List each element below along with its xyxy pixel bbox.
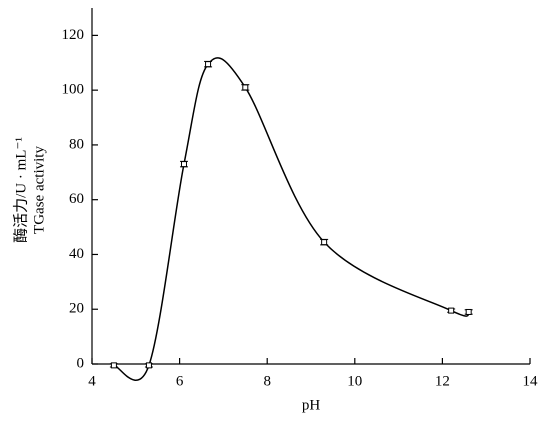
y-axis-label-line: 酶活力/U · mL⁻¹	[12, 137, 29, 243]
x-tick-label: 6	[176, 373, 184, 389]
marker	[205, 61, 212, 68]
x-tick-label: 12	[435, 373, 450, 389]
x-tick-label: 10	[347, 373, 362, 389]
x-tick-label: 4	[88, 373, 96, 389]
marker	[321, 239, 328, 246]
y-tick-label: 60	[69, 191, 84, 207]
y-tick-label: 40	[69, 246, 84, 262]
y-tick-label: 20	[69, 301, 84, 317]
marker	[145, 362, 152, 369]
y-tick-label: 80	[69, 136, 84, 152]
x-tick-label: 14	[523, 373, 539, 389]
y-tick-label: 0	[77, 355, 85, 371]
y-axis-label: 酶活力/U · mL⁻¹ TGase activity	[12, 137, 47, 243]
marker	[465, 308, 472, 315]
y-tick-label: 120	[62, 27, 85, 43]
x-axis-label: pH	[302, 397, 321, 413]
marker	[180, 161, 187, 168]
marker	[242, 84, 249, 91]
x-tick-label: 8	[263, 373, 271, 389]
y-tick-label: 100	[62, 82, 85, 98]
marker	[448, 307, 455, 314]
data-line	[113, 57, 470, 382]
marker	[110, 362, 117, 369]
y-axis-label-line: TGase activity	[31, 146, 47, 234]
